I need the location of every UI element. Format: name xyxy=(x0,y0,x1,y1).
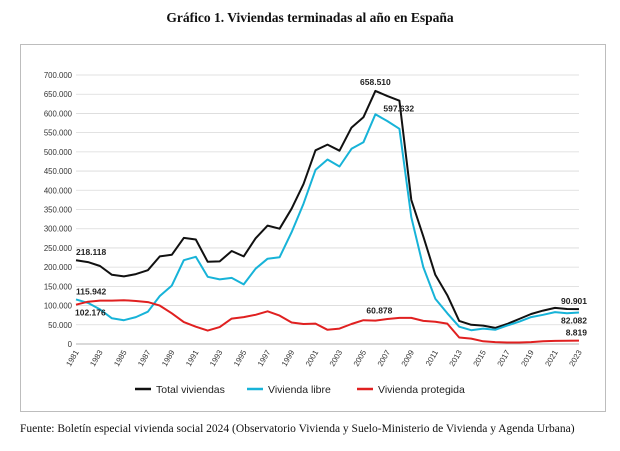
x-tick-label: 2021 xyxy=(543,349,559,369)
x-tick-label: 2017 xyxy=(495,349,511,369)
line-chart: 0 50.000 100.000 150.000 200.000 250.000 300.0… xyxy=(44,71,588,396)
x-tick-label: 1981 xyxy=(64,349,80,369)
data-label: 218.118 xyxy=(76,247,107,257)
y-tick-label: 100.000 xyxy=(44,302,73,311)
y-tick-label: 300.000 xyxy=(44,225,73,234)
x-tick-label: 1989 xyxy=(160,349,176,369)
x-tick-label: 1983 xyxy=(88,349,104,369)
x-tick-label: 1999 xyxy=(280,349,296,369)
y-tick-label: 400.000 xyxy=(44,186,73,195)
data-label: 597.632 xyxy=(383,103,414,113)
x-tick-label: 2023 xyxy=(567,349,583,369)
x-tick-label: 1985 xyxy=(112,348,129,368)
x-tick-label: 2019 xyxy=(519,349,535,369)
series-line-2 xyxy=(75,113,580,332)
x-tick-label: 2001 xyxy=(304,349,320,369)
data-label: 102.176 xyxy=(75,308,106,318)
y-tick-label: 200.000 xyxy=(44,263,73,272)
x-tick-label: 2015 xyxy=(471,348,488,368)
x-tick-label: 2005 xyxy=(352,348,369,368)
data-label: 658.510 xyxy=(360,77,391,87)
x-tick-label: 1995 xyxy=(232,348,249,368)
x-tick-label: 2013 xyxy=(447,349,463,369)
data-label: 90.901 xyxy=(561,296,587,306)
x-tick-label: 2011 xyxy=(424,349,440,368)
x-tick-label: 2003 xyxy=(328,349,344,369)
legend-label: Vivienda protegida xyxy=(378,384,465,396)
y-tick-label: 50.000 xyxy=(48,321,73,330)
y-tick-label: 700.000 xyxy=(44,71,73,80)
page-title: Gráfico 1. Viviendas terminadas al año e… xyxy=(166,10,454,25)
x-tick-label: 1997 xyxy=(256,349,272,369)
data-label: 115.942 xyxy=(76,286,107,296)
y-tick-label: 250.000 xyxy=(44,244,73,253)
source-note: Fuente: Boletín especial vivienda social… xyxy=(20,423,575,435)
data-label: 60.878 xyxy=(366,306,392,316)
y-tick-label: 550.000 xyxy=(44,129,73,138)
y-tick-label: 350.000 xyxy=(44,206,73,215)
y-tick-label: 650.000 xyxy=(44,90,73,99)
x-tick-label: 1991 xyxy=(184,349,200,369)
x-tick-label: 1987 xyxy=(136,349,152,369)
y-tick-label: 150.000 xyxy=(44,282,73,291)
data-label: 82.082 xyxy=(561,315,587,325)
x-tick-label: 2007 xyxy=(376,349,392,369)
legend-label: Vivienda libre xyxy=(268,384,331,396)
y-tick-label: 450.000 xyxy=(44,167,73,176)
y-tick-label: 500.000 xyxy=(44,148,73,157)
series-line-1 xyxy=(75,89,580,329)
chart-frame: 0 50.000 100.000 150.000 200.000 250.000 300.0… xyxy=(20,44,606,412)
y-tick-label: 0 xyxy=(68,340,73,349)
legend-label: Total viviendas xyxy=(156,384,225,396)
series-line-3 xyxy=(75,299,580,344)
y-tick-label: 600.000 xyxy=(44,109,73,118)
data-label: 8.819 xyxy=(566,328,588,338)
x-tick-label: 1993 xyxy=(208,349,224,369)
x-tick-label: 2009 xyxy=(400,349,416,369)
